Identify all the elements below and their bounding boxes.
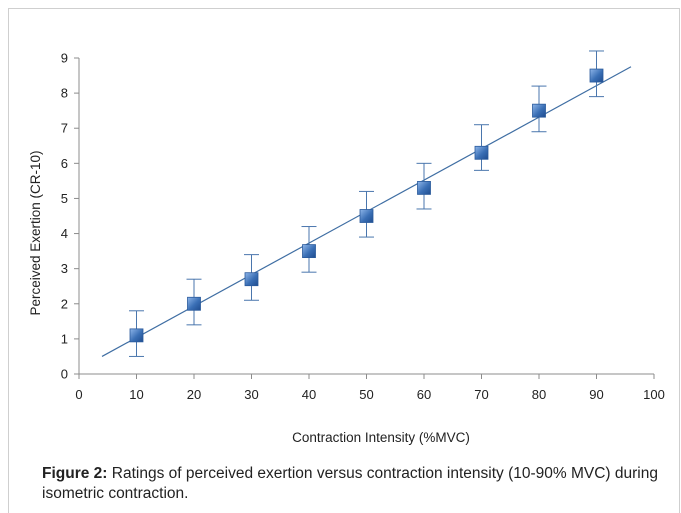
data-point-marker <box>589 68 604 83</box>
figure-caption: Figure 2: Ratings of perceived exertion … <box>42 464 662 504</box>
x-tick-label: 60 <box>417 387 431 402</box>
x-axis-label: Contraction Intensity (%MVC) <box>292 430 470 445</box>
x-tick-label: 0 <box>75 387 82 402</box>
figure-frame <box>8 8 680 513</box>
x-tick-label: 20 <box>187 387 201 402</box>
x-tick-label: 70 <box>474 387 488 402</box>
y-tick-label: 2 <box>61 296 68 311</box>
data-point-marker <box>417 181 431 195</box>
data-point-marker <box>129 328 144 343</box>
x-tick-label: 40 <box>302 387 316 402</box>
x-tick-label: 90 <box>589 387 603 402</box>
x-tick-label: 100 <box>643 387 665 402</box>
x-tick-label: 50 <box>359 387 373 402</box>
y-tick-label: 7 <box>61 121 68 136</box>
y-axis-label: Perceived Exertion (CR-10) <box>28 150 43 315</box>
data-point-marker <box>474 145 489 160</box>
data-point-marker <box>359 209 374 223</box>
y-tick-label: 9 <box>61 51 68 66</box>
data-points <box>129 68 604 343</box>
x-tick-label: 10 <box>129 387 143 402</box>
data-point-marker <box>302 244 316 259</box>
caption-text: Ratings of perceived exertion versus con… <box>42 465 658 502</box>
x-tick-label: 80 <box>532 387 546 402</box>
data-point-marker <box>244 272 259 287</box>
data-point-marker <box>532 103 546 118</box>
y-tick-label: 1 <box>61 331 68 346</box>
y-tick-label: 4 <box>61 226 68 241</box>
caption-lead: Figure 2: <box>42 465 108 482</box>
y-tick-label: 3 <box>61 261 68 276</box>
y-tick-label: 5 <box>61 191 68 206</box>
y-tick-label: 0 <box>61 367 68 382</box>
x-tick-label: 30 <box>244 387 258 402</box>
y-tick-label: 8 <box>61 86 68 101</box>
data-point-marker <box>187 296 201 311</box>
y-tick-label: 6 <box>61 156 68 171</box>
